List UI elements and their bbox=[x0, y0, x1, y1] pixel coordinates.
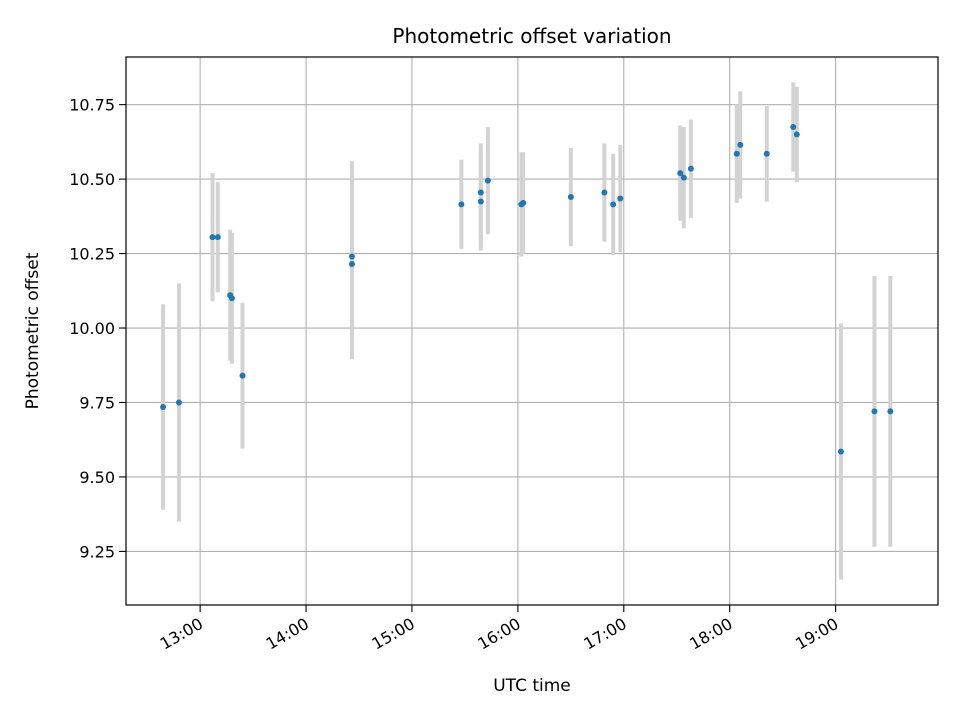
y-tick-label: 10.00 bbox=[69, 319, 115, 338]
data-point bbox=[160, 403, 167, 410]
data-point bbox=[239, 372, 246, 379]
data-point bbox=[601, 189, 608, 196]
data-point bbox=[209, 234, 216, 241]
data-point bbox=[617, 195, 624, 202]
data-point bbox=[175, 399, 182, 406]
data-point bbox=[228, 295, 235, 302]
data-point bbox=[887, 408, 894, 415]
y-tick-label: 10.25 bbox=[69, 245, 115, 264]
data-point bbox=[610, 201, 617, 208]
data-point bbox=[871, 408, 878, 415]
data-point bbox=[763, 150, 770, 157]
data-point bbox=[567, 193, 574, 200]
data-point bbox=[680, 174, 687, 181]
y-axis-label: Photometric offset bbox=[23, 252, 43, 409]
y-tick-label: 10.50 bbox=[69, 170, 115, 189]
data-point bbox=[477, 198, 484, 205]
y-axis-ticks: 9.25 9.50 9.75 10.00 10.25 10.50 10.75 bbox=[69, 96, 126, 561]
data-point bbox=[520, 199, 527, 206]
x-axis-label: UTC time bbox=[493, 676, 571, 696]
data-point bbox=[484, 177, 491, 184]
data-point bbox=[477, 189, 484, 196]
plot-frame bbox=[125, 56, 939, 606]
data-point bbox=[837, 448, 844, 455]
grid bbox=[126, 57, 938, 605]
data-point bbox=[348, 253, 355, 260]
data-point bbox=[348, 260, 355, 267]
data-point bbox=[733, 150, 740, 157]
data-point bbox=[677, 170, 684, 177]
data-points bbox=[160, 123, 894, 455]
data-point bbox=[458, 201, 465, 208]
y-tick-label: 9.25 bbox=[79, 542, 115, 561]
data-point bbox=[214, 234, 221, 241]
data-point bbox=[687, 165, 694, 172]
chart-title: Photometric offset variation bbox=[392, 24, 671, 48]
data-point bbox=[737, 141, 744, 148]
y-tick-label: 10.75 bbox=[69, 96, 115, 115]
y-tick-label: 9.75 bbox=[79, 393, 115, 412]
data-point bbox=[793, 131, 800, 138]
data-point bbox=[790, 123, 797, 130]
y-tick-label: 9.50 bbox=[79, 468, 115, 487]
